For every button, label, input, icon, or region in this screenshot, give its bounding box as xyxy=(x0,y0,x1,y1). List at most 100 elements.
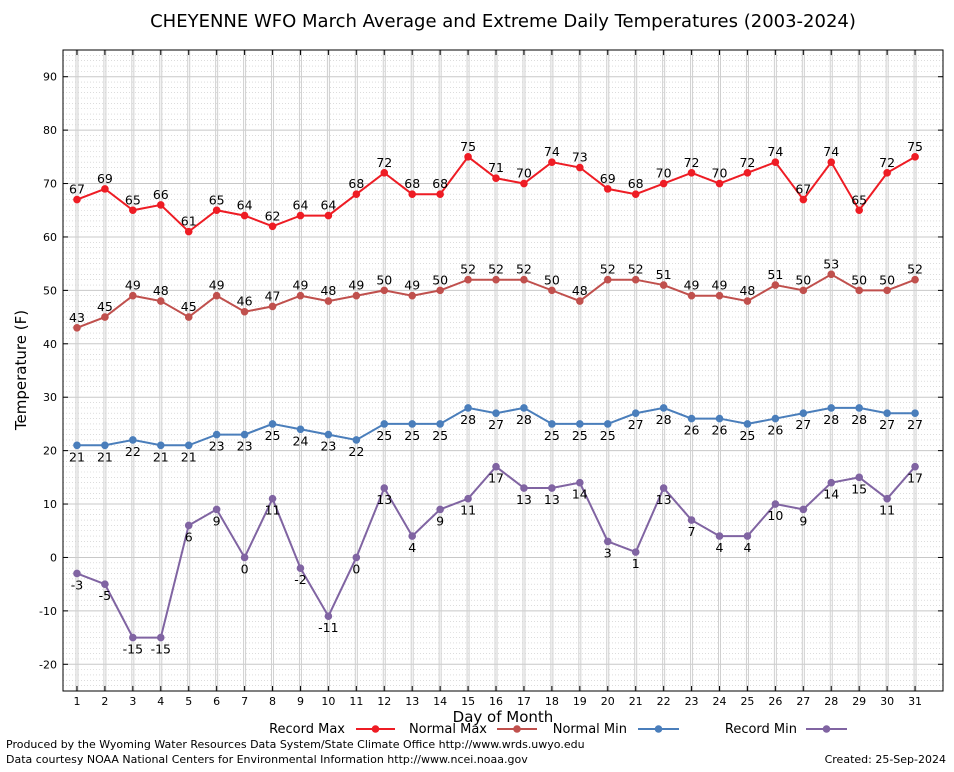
normal-min-data-label: 23 xyxy=(320,439,336,454)
record-min-point xyxy=(73,569,81,578)
x-tick-label: 24 xyxy=(713,695,727,708)
series-normal-max: 43 45 49 48 45 49 46 47 49 48 49 50 49 50 52 52 52 50 48 52… xyxy=(69,256,923,332)
record-min-data-label: 11 xyxy=(460,503,476,518)
record-min-point xyxy=(576,478,584,487)
normal-min-point xyxy=(855,404,863,412)
record-max-data-label: 67 xyxy=(795,182,811,197)
record-min-data-label: -15 xyxy=(151,642,171,657)
record-max-point xyxy=(268,222,277,231)
record-max-data-label: 66 xyxy=(153,187,169,202)
x-tick-label: 10 xyxy=(321,695,335,708)
legend-marker-swatch xyxy=(371,725,380,733)
record-max-point xyxy=(855,206,863,215)
y-tick-label: -20 xyxy=(39,658,57,671)
normal-max-data-label: 49 xyxy=(209,278,225,293)
normal-min-point xyxy=(268,420,277,428)
normal-min-point xyxy=(352,436,361,444)
record-max-point xyxy=(771,158,780,166)
y-tick-label: 50 xyxy=(43,284,57,297)
record-min-data-label: -5 xyxy=(99,588,111,603)
normal-min-point xyxy=(520,404,528,412)
x-tick-label: 4 xyxy=(157,695,164,708)
normal-min-data-label: 25 xyxy=(432,428,448,443)
x-tick-label: 22 xyxy=(657,695,671,708)
normal-min-point xyxy=(827,404,836,412)
normal-max-data-label: 52 xyxy=(628,262,644,277)
normal-max-data-label: 52 xyxy=(488,262,504,277)
x-tick-label: 19 xyxy=(573,695,587,708)
series-record-min: -3 -5 -15 -15 6 9 0 11 -2 -11 0 13 4 9 11 17 13 13 14 3 1 13 7… xyxy=(71,462,923,657)
legend: Record Max Normal Max Normal Min Record Min xyxy=(269,722,847,737)
record-max-data-label: 75 xyxy=(907,139,923,154)
normal-max-point xyxy=(268,302,277,311)
normal-min-data-label: 21 xyxy=(181,449,197,464)
series-record-max: 67 69 65 66 61 65 64 62 64 64 68 72 68 68 75 71 70 74 73 69… xyxy=(69,139,923,236)
normal-min-data-label: 27 xyxy=(907,417,923,432)
normal-min-data-label: 26 xyxy=(684,423,700,438)
record-max-point xyxy=(352,190,361,199)
record-min-point xyxy=(268,494,277,503)
normal-min-data-label: 25 xyxy=(265,428,281,443)
record-max-data-label: 72 xyxy=(879,155,895,170)
normal-min-data-label: 21 xyxy=(153,449,169,464)
record-max-data-label: 72 xyxy=(684,155,700,170)
record-min-data-label: 4 xyxy=(716,540,724,555)
normal-max-point xyxy=(324,297,333,305)
normal-max-data-label: 49 xyxy=(712,278,728,293)
record-min-data-label: 13 xyxy=(656,492,672,507)
legend-label: Record Max xyxy=(269,722,345,737)
normal-min-point xyxy=(715,414,724,423)
record-min-data-label: 13 xyxy=(516,492,532,507)
record-max-point xyxy=(603,185,612,193)
normal-min-data-label: 21 xyxy=(69,449,85,464)
normal-max-point xyxy=(659,281,668,289)
y-tick-label: 70 xyxy=(43,178,57,191)
normal-max-point xyxy=(576,297,584,305)
record-min-point xyxy=(184,521,193,530)
normal-max-point xyxy=(631,275,640,284)
record-max-point xyxy=(129,206,137,215)
normal-max-data-label: 49 xyxy=(348,278,364,293)
record-max-point xyxy=(659,179,668,188)
normal-min-point xyxy=(184,441,193,450)
record-max-data-label: 67 xyxy=(69,182,85,197)
legend-marker-swatch xyxy=(654,725,663,733)
record-min-data-label: 14 xyxy=(823,487,839,502)
normal-min-data-label: 28 xyxy=(656,412,672,427)
record-min-data-label: -15 xyxy=(123,642,143,657)
normal-max-data-label: 46 xyxy=(237,294,253,309)
normal-max-point xyxy=(73,323,81,332)
series-normal-min: 21 21 22 21 21 23 23 25 24 23 22 25 25 25 28 27 28 25 25 25… xyxy=(69,404,923,464)
record-min-point xyxy=(352,553,361,562)
x-tick-label: 27 xyxy=(796,695,810,708)
record-max-point xyxy=(576,163,584,172)
normal-max-point xyxy=(240,307,249,316)
normal-min-data-label: 28 xyxy=(516,412,532,427)
normal-max-data-label: 52 xyxy=(907,262,923,277)
x-tick-label: 15 xyxy=(461,695,475,708)
normal-min-point xyxy=(576,420,584,428)
record-min-point xyxy=(687,516,696,524)
record-min-data-label: 9 xyxy=(799,513,807,528)
record-max-data-label: 65 xyxy=(851,192,867,207)
normal-min-point xyxy=(408,420,417,428)
x-tick-label: 2 xyxy=(101,695,108,708)
x-tick-label: 12 xyxy=(377,695,391,708)
record-max-data-label: 71 xyxy=(488,160,504,175)
normal-max-data-label: 49 xyxy=(684,278,700,293)
record-min-data-label: -3 xyxy=(71,577,83,592)
x-tick-label: 1 xyxy=(73,695,80,708)
plot-frame xyxy=(62,49,944,692)
legend-label: Normal Max xyxy=(409,722,487,737)
y-tick-label: 90 xyxy=(43,71,57,84)
record-min-point xyxy=(156,633,165,642)
record-min-data-label: -2 xyxy=(294,572,306,587)
y-tick-label: 40 xyxy=(43,338,57,351)
normal-min-data-label: 21 xyxy=(97,449,113,464)
x-tick-label: 6 xyxy=(213,695,220,708)
record-min-point xyxy=(492,462,500,471)
x-tick-label: 23 xyxy=(685,695,699,708)
normal-max-point xyxy=(799,286,808,295)
normal-max-data-label: 49 xyxy=(125,278,141,293)
normal-max-data-label: 53 xyxy=(823,256,839,271)
